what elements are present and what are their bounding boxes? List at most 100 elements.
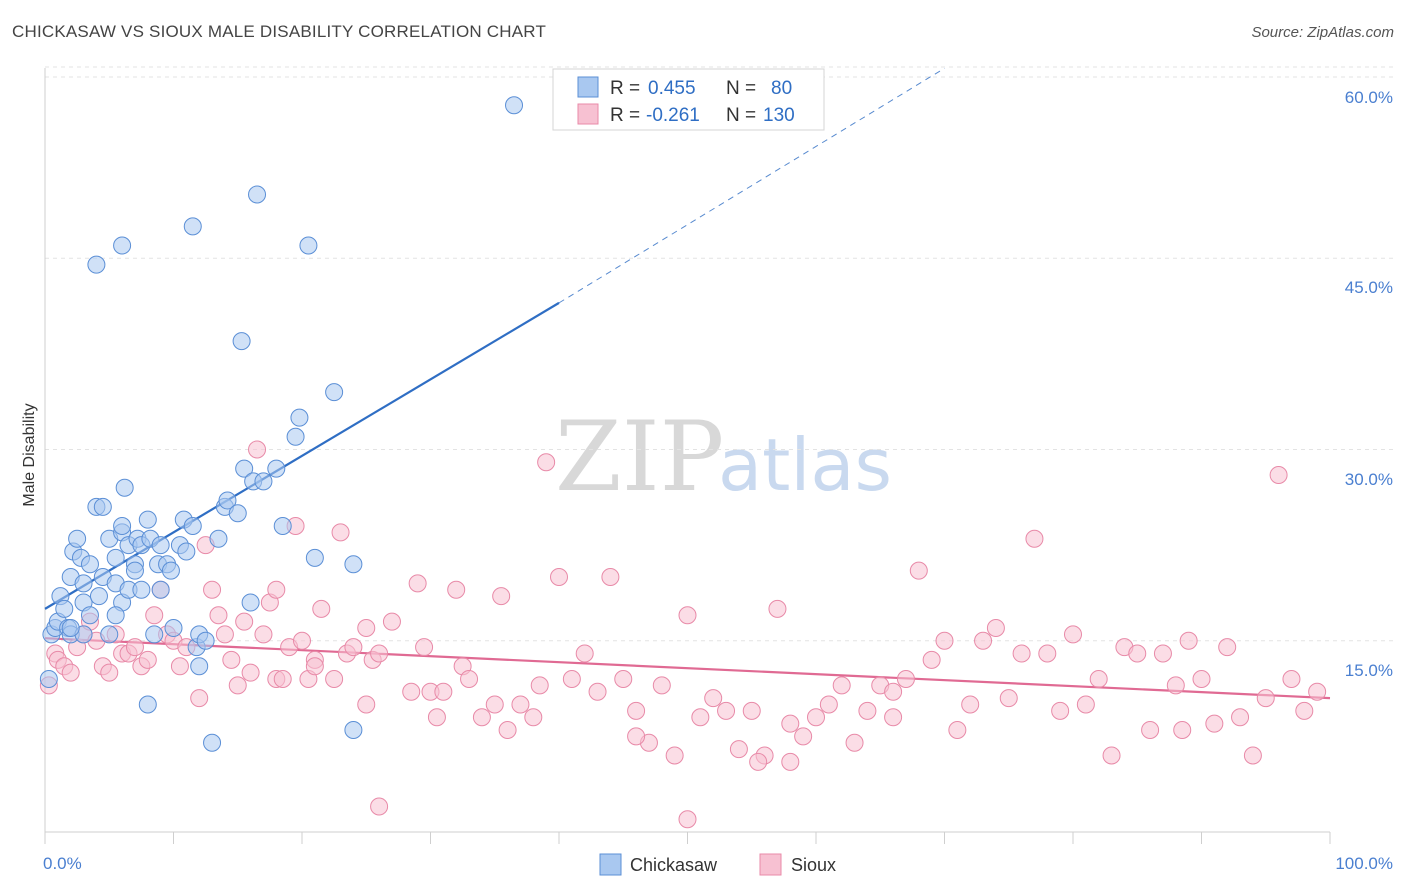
sioux-point bbox=[344, 638, 363, 657]
sioux-point bbox=[524, 708, 543, 727]
bottom-legend-label-sioux: Sioux bbox=[791, 855, 836, 875]
trend-line-chickasaw-extension bbox=[558, 67, 945, 304]
chickasaw-point bbox=[93, 497, 112, 516]
sioux-point bbox=[248, 440, 267, 459]
sioux-point bbox=[447, 580, 466, 599]
x-tick-label-max: 100.0% bbox=[1335, 854, 1393, 873]
chickasaw-point bbox=[305, 548, 324, 567]
sioux-point bbox=[884, 708, 903, 727]
sioux-point bbox=[1025, 529, 1044, 548]
y-tick-label-45: 45.0% bbox=[1345, 278, 1393, 297]
y-tick-label-30: 30.0% bbox=[1345, 470, 1393, 489]
sioux-point bbox=[1256, 689, 1275, 708]
sioux-point bbox=[472, 708, 491, 727]
chickasaw-point bbox=[138, 695, 157, 714]
chart-source: Source: ZipAtlas.com bbox=[1251, 24, 1394, 41]
sioux-point bbox=[819, 695, 838, 714]
sioux-point bbox=[749, 752, 768, 771]
sioux-point bbox=[170, 657, 189, 676]
sioux-point bbox=[190, 689, 209, 708]
sioux-point bbox=[678, 606, 697, 625]
sioux-point bbox=[768, 599, 787, 618]
chickasaw-point bbox=[55, 599, 74, 618]
sioux-point bbox=[1166, 676, 1185, 695]
chickasaw-point bbox=[325, 383, 344, 402]
sioux-point bbox=[562, 670, 581, 688]
sioux-point bbox=[1012, 644, 1031, 663]
sioux-point bbox=[1308, 682, 1327, 701]
chickasaw-point bbox=[80, 606, 99, 625]
sioux-point bbox=[1192, 670, 1211, 688]
sioux-point bbox=[627, 727, 646, 746]
chickasaw-point bbox=[39, 670, 58, 688]
y-axis-title: Male Disability bbox=[21, 403, 38, 506]
sioux-point bbox=[402, 682, 421, 701]
sioux-point bbox=[1102, 746, 1121, 765]
sioux-point bbox=[1051, 701, 1070, 720]
chickasaw-point bbox=[299, 236, 318, 255]
sioux-point bbox=[935, 631, 954, 650]
series-legend: Chickasaw Sioux bbox=[599, 853, 836, 876]
sioux-point bbox=[485, 695, 504, 714]
sioux-point bbox=[222, 650, 241, 669]
chickasaw-point bbox=[87, 255, 106, 274]
sioux-point bbox=[1243, 746, 1262, 765]
sioux-point bbox=[1173, 721, 1192, 739]
sioux-point bbox=[325, 670, 344, 688]
sioux-point bbox=[1205, 714, 1224, 733]
bottom-legend-label-chickasaw: Chickasaw bbox=[630, 855, 718, 875]
sioux-point bbox=[807, 708, 825, 727]
sioux-point bbox=[742, 701, 761, 720]
chickasaw-point bbox=[80, 555, 99, 574]
watermark-atlas: atlas bbox=[718, 423, 892, 507]
chickasaw-point bbox=[74, 574, 93, 593]
sioux-point bbox=[794, 727, 813, 746]
sioux-point bbox=[357, 695, 376, 714]
sioux-point bbox=[427, 708, 446, 727]
legend-n-value-2: 130 bbox=[763, 105, 795, 126]
sioux-point bbox=[254, 625, 273, 644]
chickasaw-point bbox=[161, 561, 180, 580]
sioux-point bbox=[370, 644, 389, 663]
gridlines bbox=[45, 66, 1393, 642]
chickasaw-point bbox=[344, 555, 363, 574]
chickasaw-point bbox=[505, 96, 524, 115]
chickasaw-point bbox=[138, 510, 157, 529]
sioux-point bbox=[614, 670, 633, 688]
sioux-point bbox=[575, 644, 594, 663]
sioux-point bbox=[1064, 625, 1082, 644]
sioux-point bbox=[241, 663, 260, 682]
chickasaw-point bbox=[115, 478, 134, 497]
chickasaw-point bbox=[286, 427, 305, 446]
sioux-point bbox=[235, 612, 254, 631]
sioux-point bbox=[909, 561, 928, 580]
legend-swatch-sioux bbox=[577, 103, 599, 125]
sioux-point bbox=[312, 599, 331, 618]
sioux-point bbox=[729, 740, 748, 759]
sioux-point bbox=[717, 701, 736, 720]
legend-r-value-1: 0.455 bbox=[648, 78, 696, 99]
chickasaw-point bbox=[61, 619, 80, 637]
sioux-point bbox=[845, 733, 864, 752]
chickasaw-point bbox=[125, 561, 144, 580]
sioux-point bbox=[1282, 670, 1301, 688]
sioux-point bbox=[331, 523, 350, 542]
legend-r-label-1: R = bbox=[610, 78, 640, 99]
trend-line-sioux bbox=[44, 637, 1331, 700]
chickasaw-point bbox=[241, 593, 260, 612]
sioux-point bbox=[100, 663, 119, 682]
sioux-point bbox=[203, 580, 222, 599]
chickasaw-point bbox=[164, 619, 183, 637]
legend-swatch-chickasaw bbox=[577, 76, 599, 98]
sioux-point bbox=[145, 606, 164, 625]
sioux-point bbox=[691, 708, 710, 727]
sioux-point bbox=[665, 746, 684, 765]
chickasaw-point bbox=[290, 408, 309, 427]
sioux-point bbox=[1076, 695, 1095, 714]
chickasaw-point bbox=[254, 472, 273, 491]
sioux-point bbox=[1179, 631, 1198, 650]
sioux-point bbox=[61, 663, 80, 682]
chickasaw-point bbox=[232, 332, 251, 351]
chickasaw-point bbox=[183, 217, 202, 236]
